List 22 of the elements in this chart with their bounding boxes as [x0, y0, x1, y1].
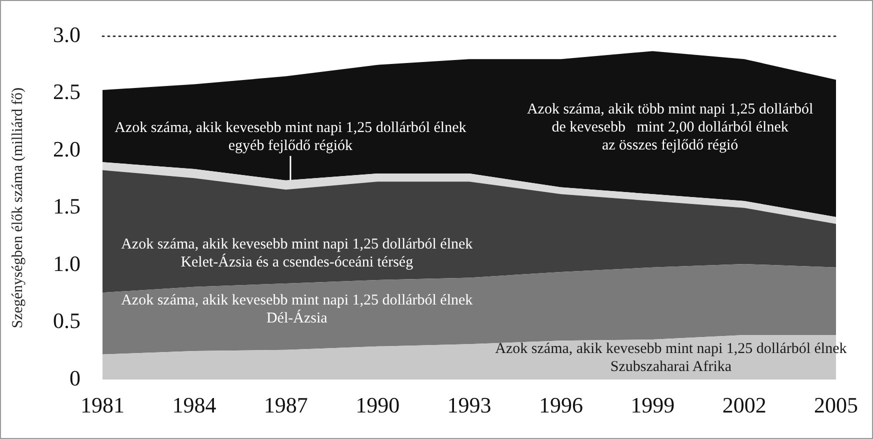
x-tick-label: 1990	[356, 392, 400, 418]
x-tick-label: 1981	[80, 392, 124, 418]
y-tick-label: 2.5	[53, 79, 80, 104]
y-axis-title: Szegénységben élők száma (milliárd fő)	[10, 88, 26, 328]
series-label: Azok száma, akik több mint napi 1,25 dollárból de kevesebb mint 2,00 dollárból élnek az összes fejlődő régió	[526, 102, 814, 154]
x-tick-label: 2002	[722, 392, 766, 418]
x-tick-label: 1984	[172, 392, 216, 418]
x-tick-label: 1987	[264, 392, 308, 418]
series-label: Azok száma, akik kevesebb mint napi 1,25 dollárból élnek Szubszaharai Afrika	[495, 340, 848, 375]
y-tick-label: 1.0	[53, 250, 80, 276]
y-tick-label: 1.5	[53, 194, 80, 219]
x-tick-label: 2005	[814, 392, 858, 418]
series-label: Azok száma, akik kevesebb mint napi 1,25 dollárból élnek egyéb fejlődő régiók	[114, 120, 467, 154]
y-tick-label: 2.0	[53, 136, 80, 162]
x-tick-label: 1999	[630, 392, 675, 418]
y-tick-label: 3.0	[53, 22, 80, 47]
x-tick-label: 1993	[447, 392, 492, 418]
y-tick-label: 0.5	[53, 308, 80, 334]
y-tick-label: 0	[70, 365, 80, 390]
series-label: Azok száma, akik kevesebb mint napi 1,25 dollárból élnek Kelet-Ázsia és a csendes-óceáni térség	[121, 236, 474, 271]
series-label: Azok száma, akik kevesebb mint napi 1,25 dollárból élnek Dél-Ázsia	[121, 292, 474, 327]
x-tick-label: 1996	[538, 392, 583, 418]
